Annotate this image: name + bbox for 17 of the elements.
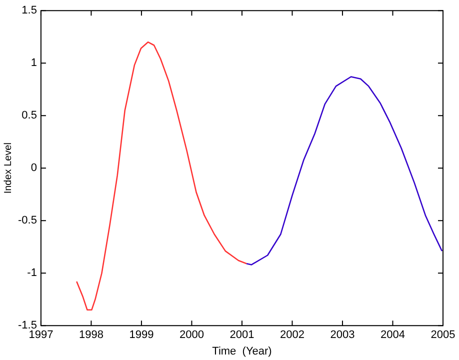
- x-tick-label: 2000: [179, 329, 204, 342]
- y-axis-title: Index Level: [2, 142, 14, 194]
- y-tick-label: 1: [30, 57, 37, 70]
- x-axis-title: Time (Year): [212, 345, 272, 358]
- x-tick-label: 1997: [28, 329, 54, 342]
- y-tick-label: 1.5: [22, 4, 37, 17]
- x-tick-label: 2002: [280, 329, 304, 342]
- y-tick-label: 0: [30, 162, 37, 174]
- y-tick-label: -1: [27, 267, 37, 280]
- y-tick-label: -0.5: [18, 214, 37, 227]
- x-tick-label: 2005: [430, 329, 456, 342]
- x-tick-label: 2003: [330, 329, 355, 342]
- x-tick-label: 1998: [78, 329, 104, 342]
- x-tick-label: 2004: [380, 329, 405, 342]
- x-tick-label: 1999: [129, 329, 154, 342]
- x-tick-label: 2001: [230, 329, 254, 342]
- y-tick-label: 0.5: [22, 110, 37, 122]
